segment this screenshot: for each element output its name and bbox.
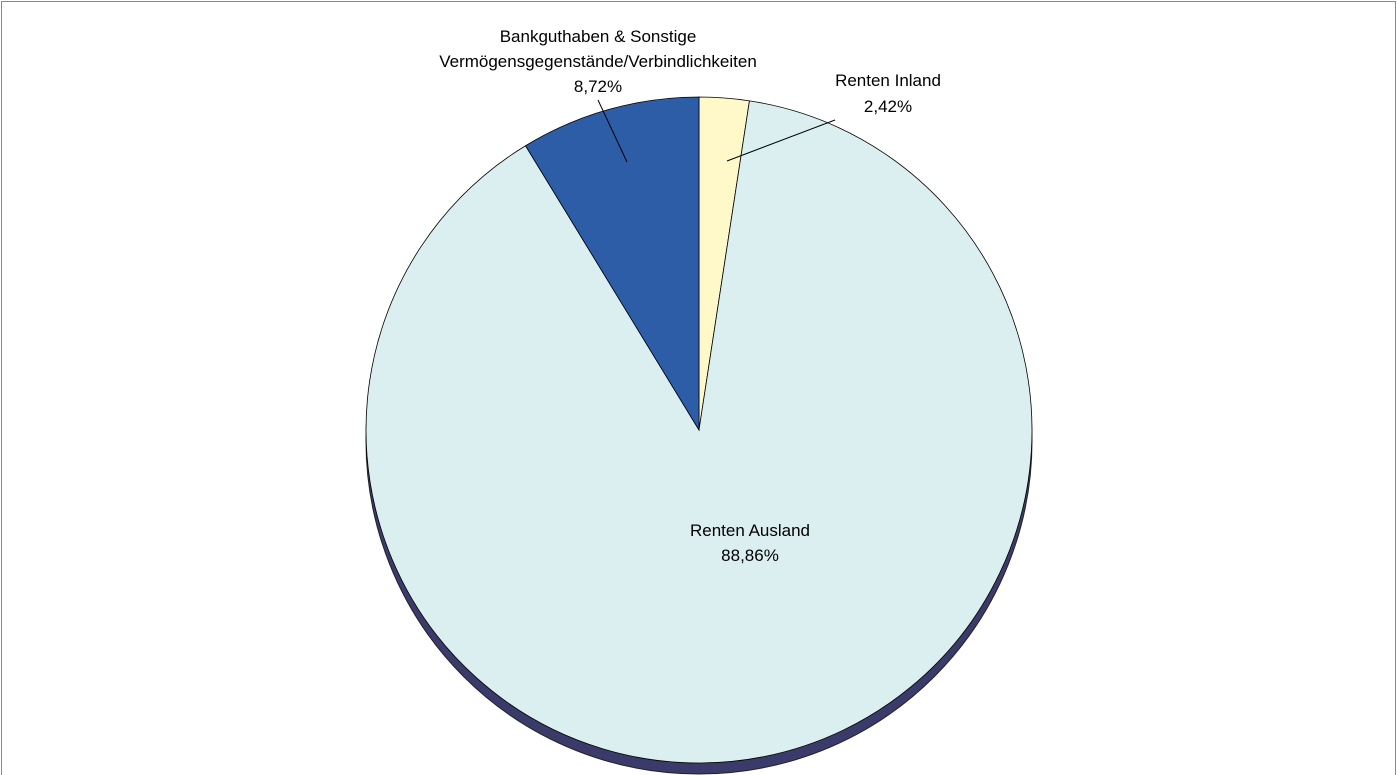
slice-value-label: 88,86% <box>721 546 779 565</box>
slice-label: Renten Ausland <box>689 521 811 540</box>
leader-line <box>597 99 628 163</box>
pie-slice <box>365 100 1033 764</box>
slice-value-label: 2,42% <box>863 97 913 116</box>
slice-value-label: 8,72% <box>573 77 623 96</box>
slice-label: Bankguthaben & Sonstige Vermögensgegenst… <box>439 27 757 71</box>
slice-label: Renten Inland <box>835 71 941 90</box>
leader-line <box>726 119 836 162</box>
pie-slice <box>524 96 700 432</box>
